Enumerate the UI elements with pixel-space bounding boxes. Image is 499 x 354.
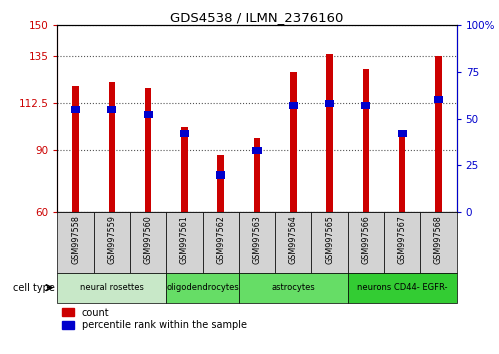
FancyBboxPatch shape	[94, 212, 130, 273]
FancyBboxPatch shape	[130, 212, 166, 273]
FancyBboxPatch shape	[420, 212, 457, 273]
Bar	[72, 86, 79, 212]
Title: GDS4538 / ILMN_2376160: GDS4538 / ILMN_2376160	[170, 11, 344, 24]
Bar	[71, 105, 80, 113]
Text: GSM997562: GSM997562	[216, 215, 225, 264]
Text: GSM997566: GSM997566	[361, 215, 370, 264]
Text: neural rosettes: neural rosettes	[80, 283, 144, 292]
Bar	[145, 88, 151, 212]
FancyBboxPatch shape	[384, 212, 420, 273]
Text: neurons CD44- EGFR-: neurons CD44- EGFR-	[357, 283, 448, 292]
FancyBboxPatch shape	[57, 212, 94, 273]
Bar	[361, 102, 370, 109]
Text: GSM997561: GSM997561	[180, 215, 189, 264]
Bar	[434, 96, 443, 103]
Legend: count, percentile rank within the sample: count, percentile rank within the sample	[62, 308, 247, 330]
Bar	[181, 127, 188, 212]
Bar	[325, 100, 334, 107]
Text: GSM997564: GSM997564	[289, 215, 298, 264]
Text: GSM997560: GSM997560	[144, 215, 153, 264]
FancyBboxPatch shape	[311, 212, 348, 273]
Bar	[363, 69, 369, 212]
Text: GSM997565: GSM997565	[325, 215, 334, 264]
Bar	[144, 111, 153, 119]
FancyBboxPatch shape	[203, 212, 239, 273]
Bar	[252, 147, 261, 154]
Text: GSM997558: GSM997558	[71, 215, 80, 264]
Bar	[180, 130, 189, 137]
Bar	[290, 72, 296, 212]
FancyBboxPatch shape	[166, 212, 203, 273]
FancyBboxPatch shape	[239, 212, 275, 273]
Bar	[218, 155, 224, 212]
Bar	[216, 171, 225, 178]
Bar	[399, 130, 405, 212]
Bar	[109, 82, 115, 212]
Text: GSM997567: GSM997567	[398, 215, 407, 264]
Bar	[289, 102, 298, 109]
FancyBboxPatch shape	[348, 212, 384, 273]
Text: GSM997559: GSM997559	[107, 215, 116, 264]
Bar	[435, 56, 442, 212]
Text: GSM997568: GSM997568	[434, 215, 443, 264]
FancyBboxPatch shape	[166, 273, 239, 303]
FancyBboxPatch shape	[275, 212, 311, 273]
FancyBboxPatch shape	[57, 273, 166, 303]
Text: astrocytes: astrocytes	[271, 283, 315, 292]
FancyBboxPatch shape	[348, 273, 457, 303]
Bar	[398, 130, 407, 137]
Text: GSM997563: GSM997563	[252, 215, 261, 264]
Bar	[253, 138, 260, 212]
Bar	[107, 105, 116, 113]
FancyBboxPatch shape	[239, 273, 348, 303]
Bar	[326, 54, 333, 212]
Text: oligodendrocytes: oligodendrocytes	[166, 283, 239, 292]
Text: cell type: cell type	[13, 282, 55, 293]
